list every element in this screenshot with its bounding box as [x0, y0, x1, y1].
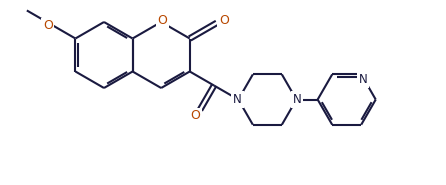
Text: N: N — [233, 93, 242, 106]
Text: N: N — [293, 93, 302, 106]
Text: O: O — [219, 14, 229, 27]
Text: N: N — [234, 93, 243, 106]
Text: N: N — [359, 73, 368, 86]
Text: O: O — [43, 19, 53, 32]
Text: O: O — [157, 14, 167, 28]
Text: O: O — [190, 109, 200, 122]
